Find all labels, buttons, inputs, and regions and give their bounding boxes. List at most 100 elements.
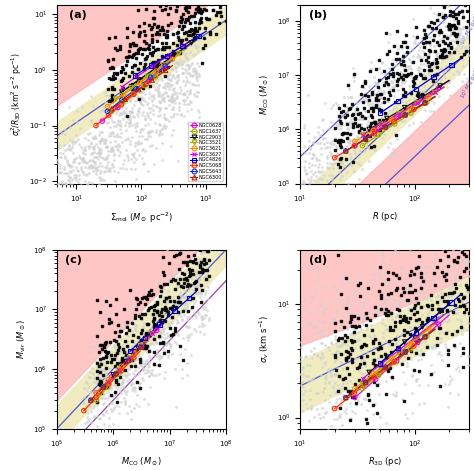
Point: [426, 47, 434, 55]
Point: [341, 338, 348, 345]
Point: [87, 139, 95, 146]
Point: [458, 272, 466, 279]
Point: [179, 365, 186, 372]
Point: [156, 105, 164, 113]
Point: [106, 391, 114, 398]
Point: [149, 332, 156, 339]
Point: [346, 370, 353, 377]
Point: [141, 68, 149, 76]
Point: [58, 178, 65, 185]
Point: [343, 155, 350, 162]
Point: [131, 339, 139, 347]
Point: [170, 51, 178, 59]
Point: [164, 92, 171, 100]
Point: [184, 61, 192, 68]
Point: [355, 281, 362, 289]
Point: [351, 138, 359, 145]
Point: [370, 338, 377, 345]
Point: [58, 185, 66, 193]
Point: [321, 374, 328, 381]
Point: [383, 312, 390, 319]
Point: [406, 314, 413, 322]
Text: (d): (d): [309, 255, 327, 265]
Point: [95, 180, 102, 188]
Point: [156, 309, 164, 317]
Point: [73, 198, 81, 205]
Point: [158, 6, 165, 14]
Point: [453, 34, 460, 42]
Point: [136, 182, 144, 190]
Point: [76, 189, 83, 196]
Point: [157, 353, 164, 361]
Point: [348, 130, 356, 137]
Point: [339, 138, 347, 145]
Point: [125, 53, 132, 61]
Point: [164, 63, 171, 70]
Point: [394, 344, 402, 352]
Point: [83, 180, 91, 187]
Point: [388, 83, 395, 91]
Point: [132, 346, 140, 353]
Point: [426, 321, 434, 328]
Point: [430, 79, 438, 86]
Point: [126, 43, 134, 50]
Point: [177, 38, 185, 46]
Point: [120, 371, 128, 378]
Point: [93, 297, 101, 304]
Point: [388, 375, 395, 383]
Point: [456, 282, 464, 289]
Point: [457, 247, 465, 254]
Point: [105, 132, 113, 140]
Point: [408, 268, 415, 276]
Point: [198, 10, 205, 17]
Point: [328, 300, 335, 307]
Point: [374, 380, 382, 387]
Point: [102, 91, 109, 99]
Point: [348, 355, 356, 363]
Point: [203, 269, 210, 277]
Point: [177, 308, 184, 316]
Point: [327, 391, 334, 398]
Point: [95, 362, 103, 369]
Point: [458, 8, 465, 15]
Point: [66, 162, 73, 169]
Point: [168, 329, 176, 336]
Point: [109, 94, 116, 102]
Point: [338, 130, 346, 138]
Point: [149, 310, 156, 318]
Point: [93, 401, 101, 409]
Point: [134, 327, 141, 334]
Point: [156, 282, 164, 290]
Point: [351, 385, 359, 392]
Point: [356, 363, 363, 371]
Point: [134, 65, 142, 73]
Point: [80, 407, 88, 414]
Point: [346, 137, 353, 144]
Point: [445, 2, 452, 10]
Point: [352, 409, 359, 417]
Point: [174, 308, 182, 316]
Point: [166, 297, 174, 305]
Point: [336, 145, 344, 152]
Point: [136, 379, 144, 386]
Point: [166, 276, 174, 284]
Point: [456, 339, 464, 347]
Point: [107, 131, 115, 138]
Point: [91, 427, 98, 435]
Point: [162, 1, 170, 8]
Point: [164, 347, 172, 354]
Point: [430, 99, 438, 106]
Point: [99, 128, 106, 135]
Point: [409, 410, 416, 417]
Point: [361, 341, 368, 348]
Point: [430, 266, 438, 273]
Point: [165, 96, 173, 104]
Point: [333, 356, 340, 363]
Point: [379, 90, 386, 97]
Point: [159, 83, 167, 91]
Point: [313, 351, 321, 359]
Point: [324, 367, 332, 374]
Point: [129, 309, 137, 316]
Point: [138, 374, 146, 382]
Point: [182, 35, 190, 42]
